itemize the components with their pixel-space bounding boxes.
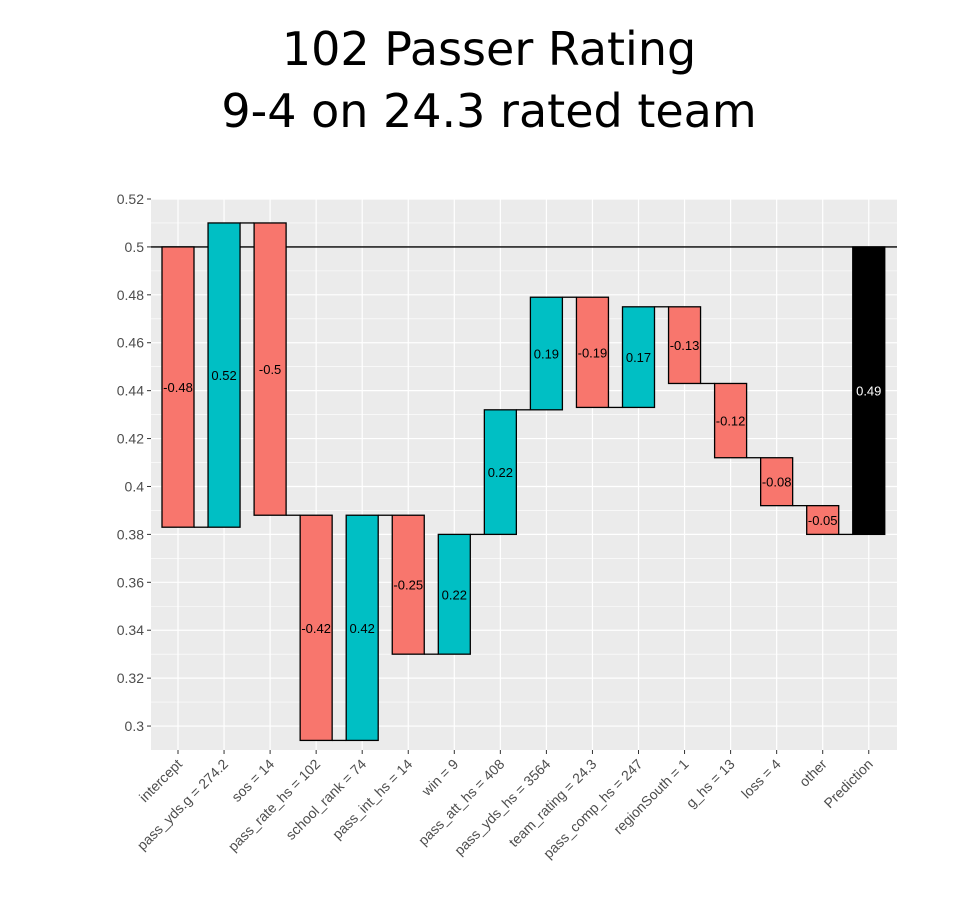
x-tick-label: loss = 4 — [738, 756, 784, 802]
bar-12 — [713, 382, 748, 459]
x-tick-label: pass_int_hs = 14 — [329, 756, 416, 843]
bar-4 — [345, 514, 379, 742]
bar-value-label: 0.17 — [626, 350, 651, 365]
y-tick-label: 0.32 — [117, 670, 144, 686]
x-tick-label: g_hs = 13 — [683, 756, 738, 811]
y-tick-label: 0.44 — [117, 383, 144, 399]
bar-1 — [207, 222, 241, 528]
x-tick-label: other — [796, 756, 830, 790]
connector-lines — [194, 222, 853, 742]
bar-value-label: 0.52 — [211, 368, 236, 383]
grid-lines — [151, 198, 897, 750]
x-tick-label: school_rank = 74 — [282, 756, 369, 843]
bar-14 — [806, 504, 840, 536]
bar-value-label: -0.19 — [578, 345, 608, 360]
bar-labels: -0.48 0.52 -0.5 -0.42 0.42 -0.25 0.22 0.22 0.19 -… — [163, 338, 881, 636]
bar-5 — [391, 514, 425, 655]
bar-value-label: 0.49 — [856, 384, 881, 399]
y-tick-label: 0.36 — [117, 574, 144, 590]
y-axis: 0.3 0.32 0.34 0.36 0.38 0.4 0.42 0.44 0.46 0.48 0.… — [117, 191, 151, 734]
bars — [161, 222, 886, 742]
y-tick-label: 0.48 — [117, 287, 144, 303]
bar-value-label: 0.19 — [534, 347, 559, 362]
bar-0 — [161, 246, 195, 528]
y-tick-label: 0.4 — [125, 478, 145, 494]
y-tick-label: 0.46 — [117, 335, 144, 351]
bar-value-label: -0.42 — [301, 621, 331, 636]
y-tick-label: 0.42 — [117, 431, 144, 447]
bar-value-label: -0.25 — [393, 578, 423, 593]
bar-value-label: -0.48 — [163, 380, 193, 395]
chart-title-line-1: 102 Passer Rating — [281, 22, 697, 76]
x-tick-label: pass_att_hs = 408 — [415, 756, 508, 849]
x-tick-label: Prediction — [821, 756, 876, 811]
bar-15 — [852, 246, 886, 536]
bar-value-label: -0.08 — [762, 475, 792, 490]
bar-value-label: 0.22 — [488, 465, 513, 480]
bar-9 — [575, 296, 610, 409]
bar-6 — [437, 533, 471, 655]
x-tick-label: pass_yds.g = 274.2 — [134, 756, 232, 854]
bar-8 — [529, 296, 564, 411]
y-tick-label: 0.34 — [117, 622, 144, 638]
y-tick-label: 0.5 — [125, 239, 145, 255]
bar-11 — [667, 306, 702, 385]
bar-2 — [253, 222, 287, 516]
bar-value-label: -0.05 — [808, 513, 838, 528]
bar-value-label: 0.42 — [350, 621, 375, 636]
bar-value-label: -0.13 — [670, 338, 700, 353]
x-tick-label: win = 9 — [418, 756, 462, 800]
y-tick-label: 0.3 — [125, 718, 145, 734]
bar-value-label: -0.5 — [259, 362, 281, 377]
y-tick-label: 0.38 — [117, 526, 144, 542]
bar-value-label: 0.22 — [442, 587, 467, 602]
chart-title-line-2: 9-4 on 24.3 rated team — [221, 84, 757, 138]
bar-3 — [299, 514, 333, 742]
bar-value-label: -0.12 — [716, 414, 746, 429]
y-tick-label: 0.52 — [117, 191, 144, 207]
bar-7 — [483, 409, 518, 536]
x-tick-label: team_rating = 24.3 — [505, 756, 599, 850]
bar-10 — [621, 306, 656, 409]
bar-13 — [760, 457, 794, 507]
